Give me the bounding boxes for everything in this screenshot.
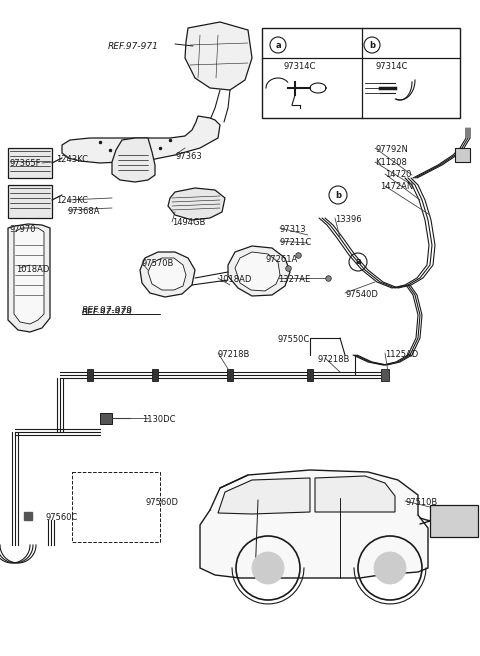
Text: 1243KC: 1243KC — [56, 155, 88, 164]
Text: 97570B: 97570B — [142, 259, 174, 268]
Text: 1125AD: 1125AD — [385, 350, 418, 359]
Polygon shape — [87, 369, 93, 381]
Bar — [430, 505, 478, 537]
Text: 97218B: 97218B — [318, 355, 350, 364]
Text: 97792N: 97792N — [375, 145, 408, 154]
Polygon shape — [62, 116, 220, 163]
Polygon shape — [218, 478, 310, 514]
Polygon shape — [381, 369, 389, 381]
Polygon shape — [152, 369, 158, 381]
Polygon shape — [235, 252, 280, 291]
Text: 1130DC: 1130DC — [142, 415, 176, 424]
Text: 1243KC: 1243KC — [56, 196, 88, 205]
Text: 97970: 97970 — [10, 225, 36, 234]
Circle shape — [252, 552, 284, 584]
Text: 97368A: 97368A — [68, 207, 100, 216]
Text: 97363: 97363 — [175, 152, 202, 161]
Text: REF.97-979: REF.97-979 — [82, 308, 133, 317]
Text: 13396: 13396 — [335, 215, 361, 224]
Text: 1327AE: 1327AE — [278, 275, 310, 284]
Bar — [262, 28, 460, 118]
Text: REF.97-979: REF.97-979 — [82, 306, 133, 315]
Text: 97314C: 97314C — [375, 62, 408, 71]
Text: 97211C: 97211C — [280, 238, 312, 247]
Text: 14720: 14720 — [385, 170, 411, 179]
Text: 97314C: 97314C — [284, 62, 316, 71]
Text: 97218B: 97218B — [218, 350, 251, 359]
Polygon shape — [8, 185, 52, 218]
Text: a: a — [275, 41, 281, 49]
Text: 1018AD: 1018AD — [218, 275, 252, 284]
Polygon shape — [100, 413, 112, 424]
Text: 97365F: 97365F — [10, 159, 41, 168]
Polygon shape — [140, 252, 195, 297]
Text: 97560C: 97560C — [45, 513, 77, 522]
Polygon shape — [185, 22, 252, 90]
Bar — [72, 472, 160, 542]
Polygon shape — [455, 148, 470, 162]
Text: 1018AD: 1018AD — [16, 265, 49, 274]
Polygon shape — [228, 246, 290, 296]
Polygon shape — [8, 148, 52, 178]
Text: 1472AN: 1472AN — [380, 182, 413, 191]
Polygon shape — [200, 496, 428, 578]
Text: a: a — [355, 258, 361, 266]
Polygon shape — [315, 476, 395, 512]
Text: b: b — [335, 190, 341, 199]
Text: 97540D: 97540D — [345, 290, 378, 299]
Polygon shape — [8, 224, 50, 332]
Text: 97560D: 97560D — [145, 498, 178, 507]
Circle shape — [374, 552, 406, 584]
Text: 97510B: 97510B — [405, 498, 437, 507]
Polygon shape — [14, 228, 44, 324]
Text: b: b — [369, 41, 375, 49]
Polygon shape — [168, 188, 225, 220]
Polygon shape — [307, 369, 313, 381]
Polygon shape — [210, 470, 418, 515]
Text: 97550C: 97550C — [278, 335, 310, 344]
Text: 1494GB: 1494GB — [172, 218, 205, 227]
Text: REF.97-971: REF.97-971 — [108, 42, 159, 51]
Polygon shape — [148, 258, 186, 290]
Text: K11208: K11208 — [375, 158, 407, 167]
Polygon shape — [227, 369, 233, 381]
Text: 97313: 97313 — [280, 225, 307, 234]
Text: 97261A: 97261A — [265, 255, 297, 264]
Polygon shape — [112, 138, 155, 182]
